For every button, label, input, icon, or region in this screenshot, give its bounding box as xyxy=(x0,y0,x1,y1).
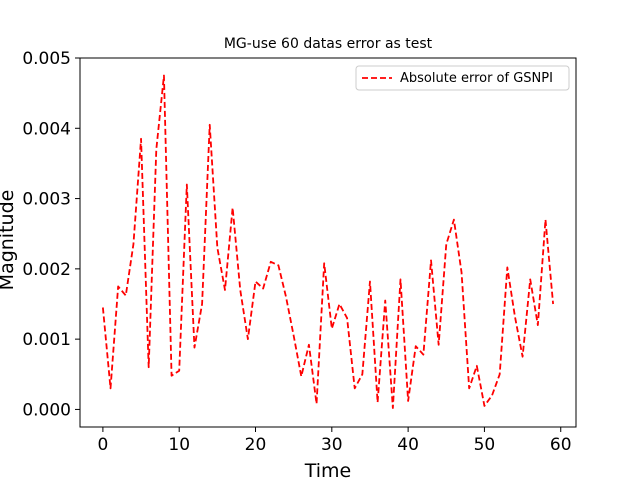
y-tick-label: 0.005 xyxy=(22,49,71,69)
chart-title: MG-use 60 datas error as test xyxy=(224,36,433,52)
x-tick-label: 40 xyxy=(397,435,419,455)
x-tick-label: 30 xyxy=(321,435,343,455)
y-tick-label: 0.003 xyxy=(22,190,71,210)
x-tick-label: 60 xyxy=(550,435,572,455)
y-tick-label: 0.001 xyxy=(22,330,71,350)
plot-area: 0 10 20 30 40 50 60 0.000 0.001 0.002 0.003 0.004 0.… xyxy=(22,49,577,455)
legend-label: Absolute error of GSNPI xyxy=(400,71,553,86)
x-tick-label: 50 xyxy=(474,435,496,455)
x-tick-label: 0 xyxy=(97,435,108,455)
x-axis-label: Time xyxy=(304,460,352,480)
x-tick-label: 10 xyxy=(168,435,190,455)
legend-box xyxy=(355,65,570,91)
y-tick-label: 0.004 xyxy=(22,119,71,139)
series-line-0 xyxy=(101,74,555,409)
plot-frame xyxy=(79,57,577,428)
y-tick-label: 0.002 xyxy=(22,260,71,280)
y-tick-label: 0.000 xyxy=(22,400,71,420)
y-axis-label: Magnitude xyxy=(0,190,18,291)
x-tick-label: 20 xyxy=(245,435,267,455)
